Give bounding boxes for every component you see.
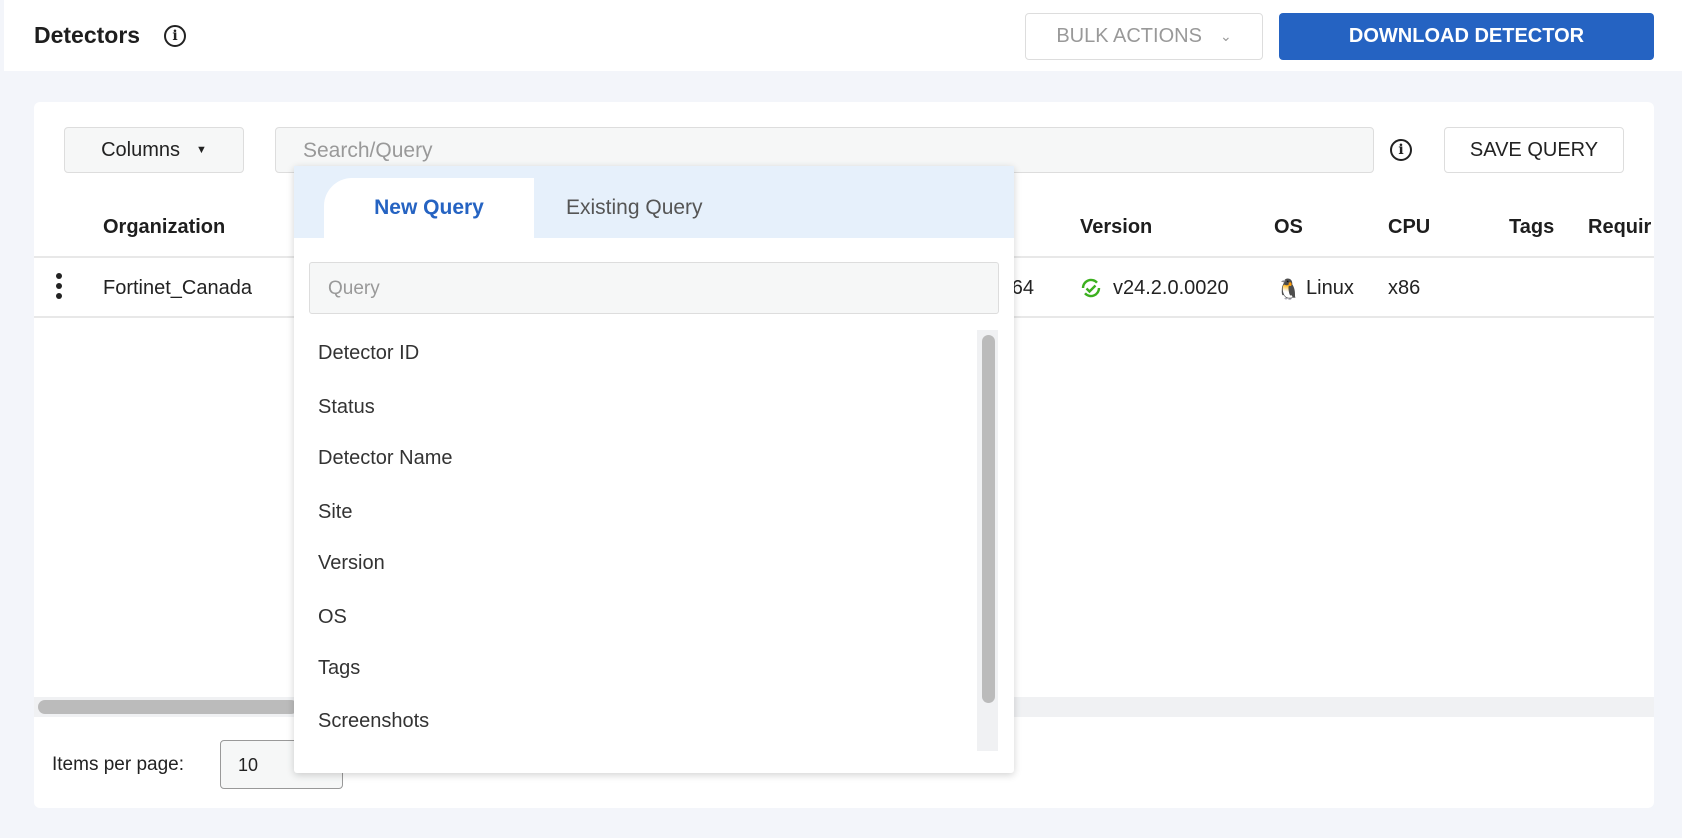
- bulk-actions-label: BULK ACTIONS: [1056, 25, 1202, 47]
- list-item[interactable]: Site: [318, 501, 353, 523]
- cell-version: v24.2.0.0020: [1113, 277, 1229, 299]
- query-info-icon[interactable]: i: [1390, 139, 1412, 161]
- list-item[interactable]: Tags: [318, 657, 361, 679]
- col-organization[interactable]: Organization: [103, 216, 226, 238]
- cell-partial: 64: [1011, 277, 1034, 299]
- vertical-scrollbar-thumb[interactable]: [982, 335, 995, 703]
- tab-new-query[interactable]: New Query: [324, 178, 534, 238]
- col-cpu[interactable]: CPU: [1388, 216, 1431, 238]
- row-menu-icon[interactable]: [56, 273, 66, 299]
- list-item[interactable]: Detector ID: [318, 342, 420, 364]
- horizontal-scrollbar-thumb[interactable]: [38, 700, 298, 714]
- list-item[interactable]: Status: [318, 396, 375, 418]
- bulk-actions-button[interactable]: BULK ACTIONS ⌄: [1025, 13, 1263, 60]
- col-tags[interactable]: Tags: [1509, 216, 1555, 238]
- info-icon[interactable]: i: [164, 25, 186, 47]
- cell-organization: Fortinet_Canada: [103, 277, 252, 299]
- list-item[interactable]: Screenshots: [318, 710, 430, 732]
- linux-icon: 🐧: [1276, 279, 1301, 301]
- cell-cpu: x86: [1388, 277, 1421, 299]
- list-item[interactable]: Version: [318, 552, 385, 574]
- columns-label: Columns: [101, 138, 181, 161]
- col-required[interactable]: Requir: [1588, 216, 1652, 238]
- page-title: Detectors: [34, 22, 141, 48]
- col-os[interactable]: OS: [1274, 216, 1303, 238]
- status-ok-icon: [1081, 278, 1101, 298]
- list-item[interactable]: OS: [318, 606, 347, 628]
- save-query-button[interactable]: SAVE QUERY: [1444, 127, 1624, 173]
- query-input[interactable]: Query: [309, 262, 999, 314]
- download-detector-button[interactable]: DOWNLOAD DETECTOR: [1279, 13, 1654, 60]
- list-item[interactable]: Detector Name: [318, 447, 453, 469]
- items-per-page-label: Items per page:: [52, 754, 185, 775]
- cell-os: Linux: [1306, 277, 1354, 299]
- col-version[interactable]: Version: [1080, 216, 1153, 238]
- tab-existing-query[interactable]: Existing Query: [566, 196, 703, 219]
- chevron-down-icon: ⌄: [1219, 28, 1232, 44]
- columns-button[interactable]: Columns ▼: [64, 127, 244, 173]
- caret-down-icon: ▼: [196, 144, 207, 156]
